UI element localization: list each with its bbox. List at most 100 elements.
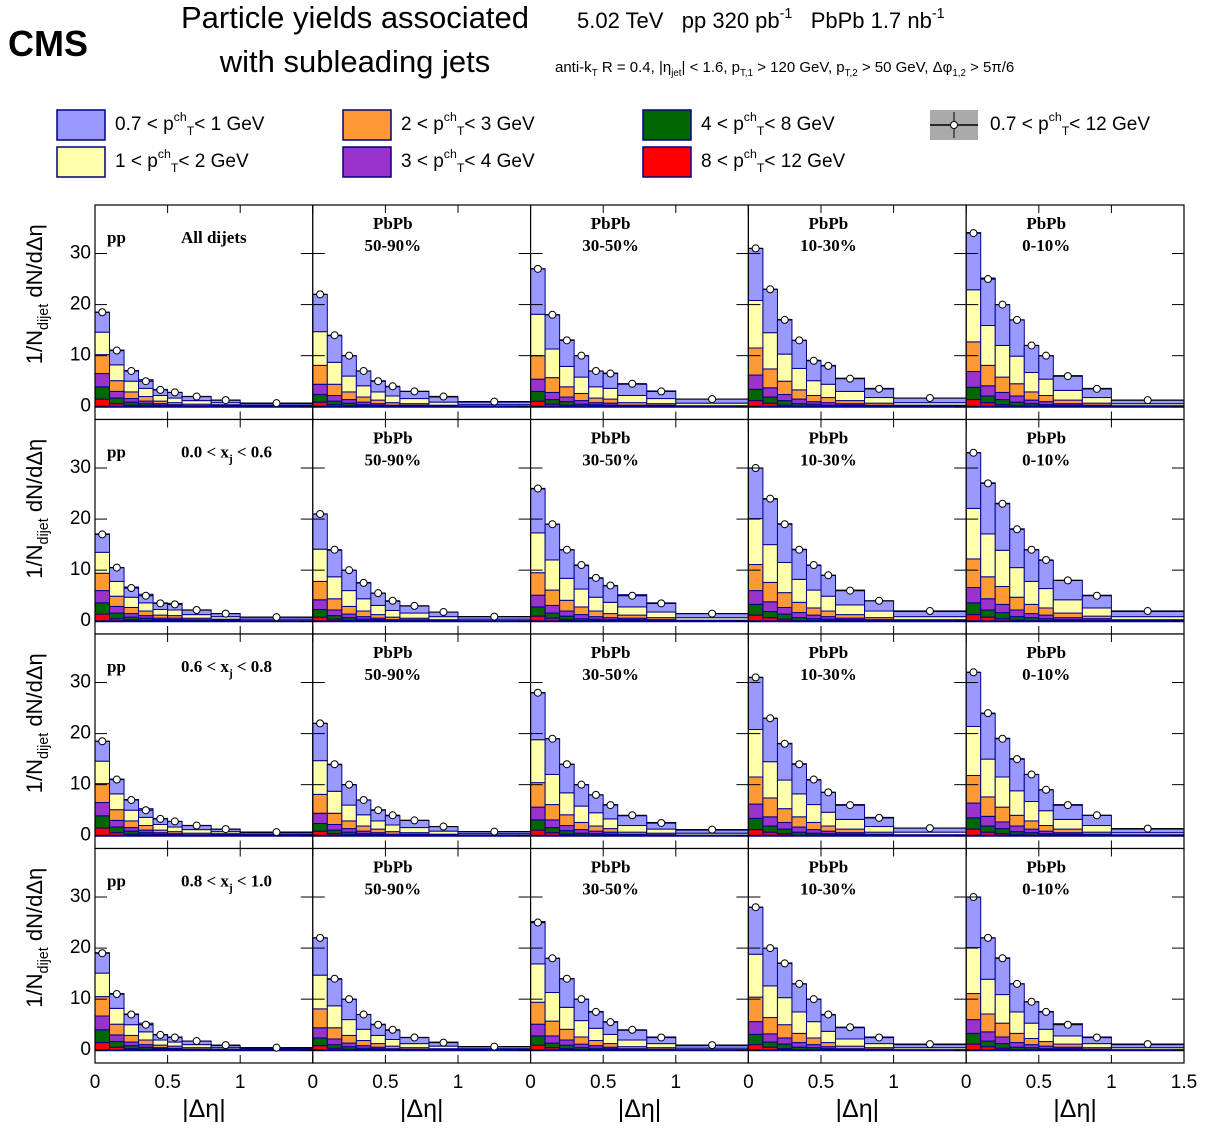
total-marker [1027,997,1036,1006]
stack-segment [776,1024,793,1039]
y-tick-label: 0 [80,825,91,846]
panel [747,204,967,421]
stack-segment [980,533,996,578]
panel-label: PbPb [591,214,631,233]
stack-segment [399,1043,430,1049]
stack-segment [573,829,590,834]
total-marker [272,828,281,837]
total-marker [127,584,136,593]
stack-segment [980,598,996,611]
stack-segment [965,386,982,401]
stack-segment [94,1015,111,1031]
stack-segment [965,802,982,819]
total-marker [925,824,934,833]
total-marker [272,399,281,408]
panel [312,633,532,850]
stack-segment [646,1043,677,1049]
stack-segment [820,397,837,404]
stack-segment [530,782,546,808]
total-marker [221,825,230,834]
stack-segment [1038,1028,1054,1043]
stack-segment [980,482,996,535]
stack-segment [544,773,561,806]
stack-segment [544,604,561,614]
stack-segment [965,587,982,604]
stack-segment [573,1020,590,1038]
stack-segment [980,978,996,1015]
panel-label: 50-90% [364,450,421,469]
stack-segment [1023,1022,1040,1039]
stack-segment [109,1034,125,1043]
total-marker [221,1041,230,1050]
stack-segment [994,399,1011,406]
stack-segment [312,383,328,395]
total-marker [591,790,600,799]
stack-segment [559,610,575,617]
total-marker [1063,576,1072,585]
stack-segment [530,1001,546,1025]
panel-label: PbPb [1026,643,1066,662]
stack-segment [762,396,778,404]
total-marker [591,1007,600,1016]
stack-segment [791,398,807,405]
stack-segment [1081,607,1112,617]
stack-segment [1009,528,1025,569]
total-marker [330,331,339,340]
stack-segment [559,814,575,827]
total-marker [156,599,165,608]
stack-segment [980,1013,996,1033]
stack-segment [1081,825,1112,833]
total-marker [1013,315,1022,324]
total-marker [795,979,804,988]
total-marker [359,1010,368,1019]
panel-label: PbPb [809,643,849,662]
stack-segment [747,776,764,805]
total-marker [127,795,136,804]
panel-label: PbPb [809,214,849,233]
stack-segment [965,341,982,372]
panel-label: 0.8 < xj < 1.0 [181,871,272,894]
legend-swatch [342,109,392,141]
stack-segment [384,610,401,618]
stack-segment [94,386,111,400]
total-marker [548,310,557,319]
stack-segment [1038,825,1054,832]
total-marker [1092,384,1101,393]
stack-segment [573,614,590,620]
total-marker [1143,607,1152,616]
stack-segment [167,826,183,833]
stack-segment [617,825,648,833]
stack-segment [1009,1042,1025,1048]
stack-segment [762,816,778,827]
panel-label: 10-30% [800,450,857,469]
stack-segment [994,957,1011,996]
total-marker [1042,785,1051,794]
stack-segment [994,737,1011,778]
stack-segment [530,963,546,1003]
stack-segment [94,398,111,408]
stack-segment [791,1042,807,1048]
total-marker [824,361,833,370]
y-tick-label: 20 [70,508,91,529]
total-marker [577,561,586,570]
stack-segment [791,816,807,828]
x-tick-label: 1 [453,1072,464,1093]
total-marker [766,285,775,294]
total-marker [439,822,448,831]
total-marker [345,351,354,360]
stack-segment [138,1039,154,1046]
stack-segment [747,803,764,819]
stack-segment [762,288,778,334]
stack-segment [326,549,343,578]
total-marker [1013,525,1022,534]
stack-segment [326,576,343,600]
stack-segment [1038,1041,1054,1047]
stack-segment [835,614,866,619]
stack-segment [181,614,212,619]
stack-segment [1052,389,1083,401]
total-marker [490,827,499,836]
stack-segment [762,761,778,799]
total-marker [657,818,666,827]
stack-segment [1052,1035,1083,1045]
stack-segment [312,364,328,385]
